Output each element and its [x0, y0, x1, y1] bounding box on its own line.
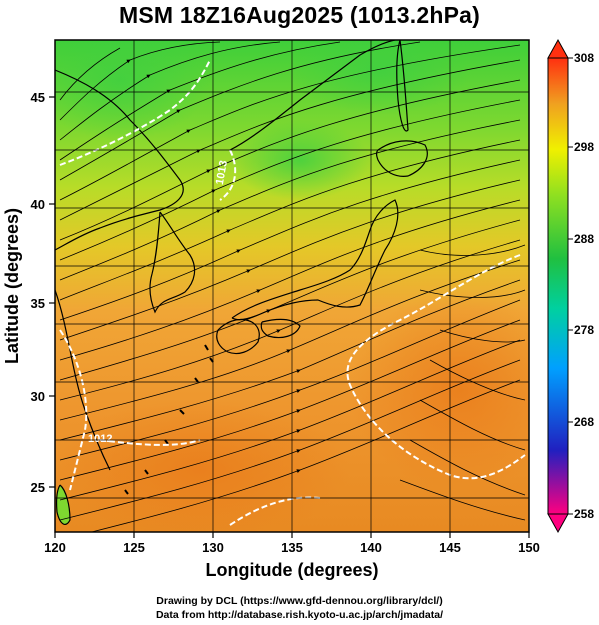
credit-data-source: Data from http://database.rish.kyoto-u.a… [155, 609, 444, 621]
colorbar-label: 268 [574, 415, 594, 429]
x-tick-label: 130 [202, 540, 224, 555]
colorbar [547, 38, 573, 534]
x-ticks [54, 532, 530, 538]
colorbar-label: 288 [574, 232, 594, 246]
x-tick-label: 135 [281, 540, 303, 555]
y-tick-label: 45 [31, 90, 45, 105]
colorbar-top-arrow [547, 38, 569, 59]
streamlines [59, 41, 526, 532]
credit-drawing: Drawing by DCL (https://www.gfd-dennou.o… [156, 595, 443, 607]
colorbar-label: 308 [574, 51, 594, 65]
x-tick-label: 125 [123, 540, 145, 555]
y-axis-label: Latitude (degrees) [2, 208, 22, 364]
y-tick-label: 40 [31, 197, 45, 212]
colorbar-label: 258 [574, 507, 594, 521]
y-ticks [49, 96, 55, 488]
isobars [59, 59, 526, 526]
x-tick-label: 150 [518, 540, 540, 555]
colorbar-bottom-arrow [547, 513, 569, 534]
isobar-label: 1013 [214, 160, 230, 186]
y-tick-label: 35 [31, 296, 45, 311]
map-title: MSM 18Z16Aug2025 (1013.2hPa) [119, 2, 480, 28]
x-tick-label: 145 [439, 540, 461, 555]
x-tick-label: 120 [44, 540, 66, 555]
colorbar-label: 298 [574, 140, 594, 154]
colorbar-gradient [547, 57, 569, 515]
colorbar-label: 278 [574, 323, 594, 337]
x-tick-label: 140 [360, 540, 382, 555]
coastlines [55, 40, 428, 525]
graticule [55, 40, 529, 532]
y-tick-label: 25 [31, 480, 45, 495]
isobar-label: 1012 [88, 433, 112, 445]
y-tick-label: 30 [31, 389, 45, 404]
x-axis-label: Longitude (degrees) [205, 560, 378, 580]
